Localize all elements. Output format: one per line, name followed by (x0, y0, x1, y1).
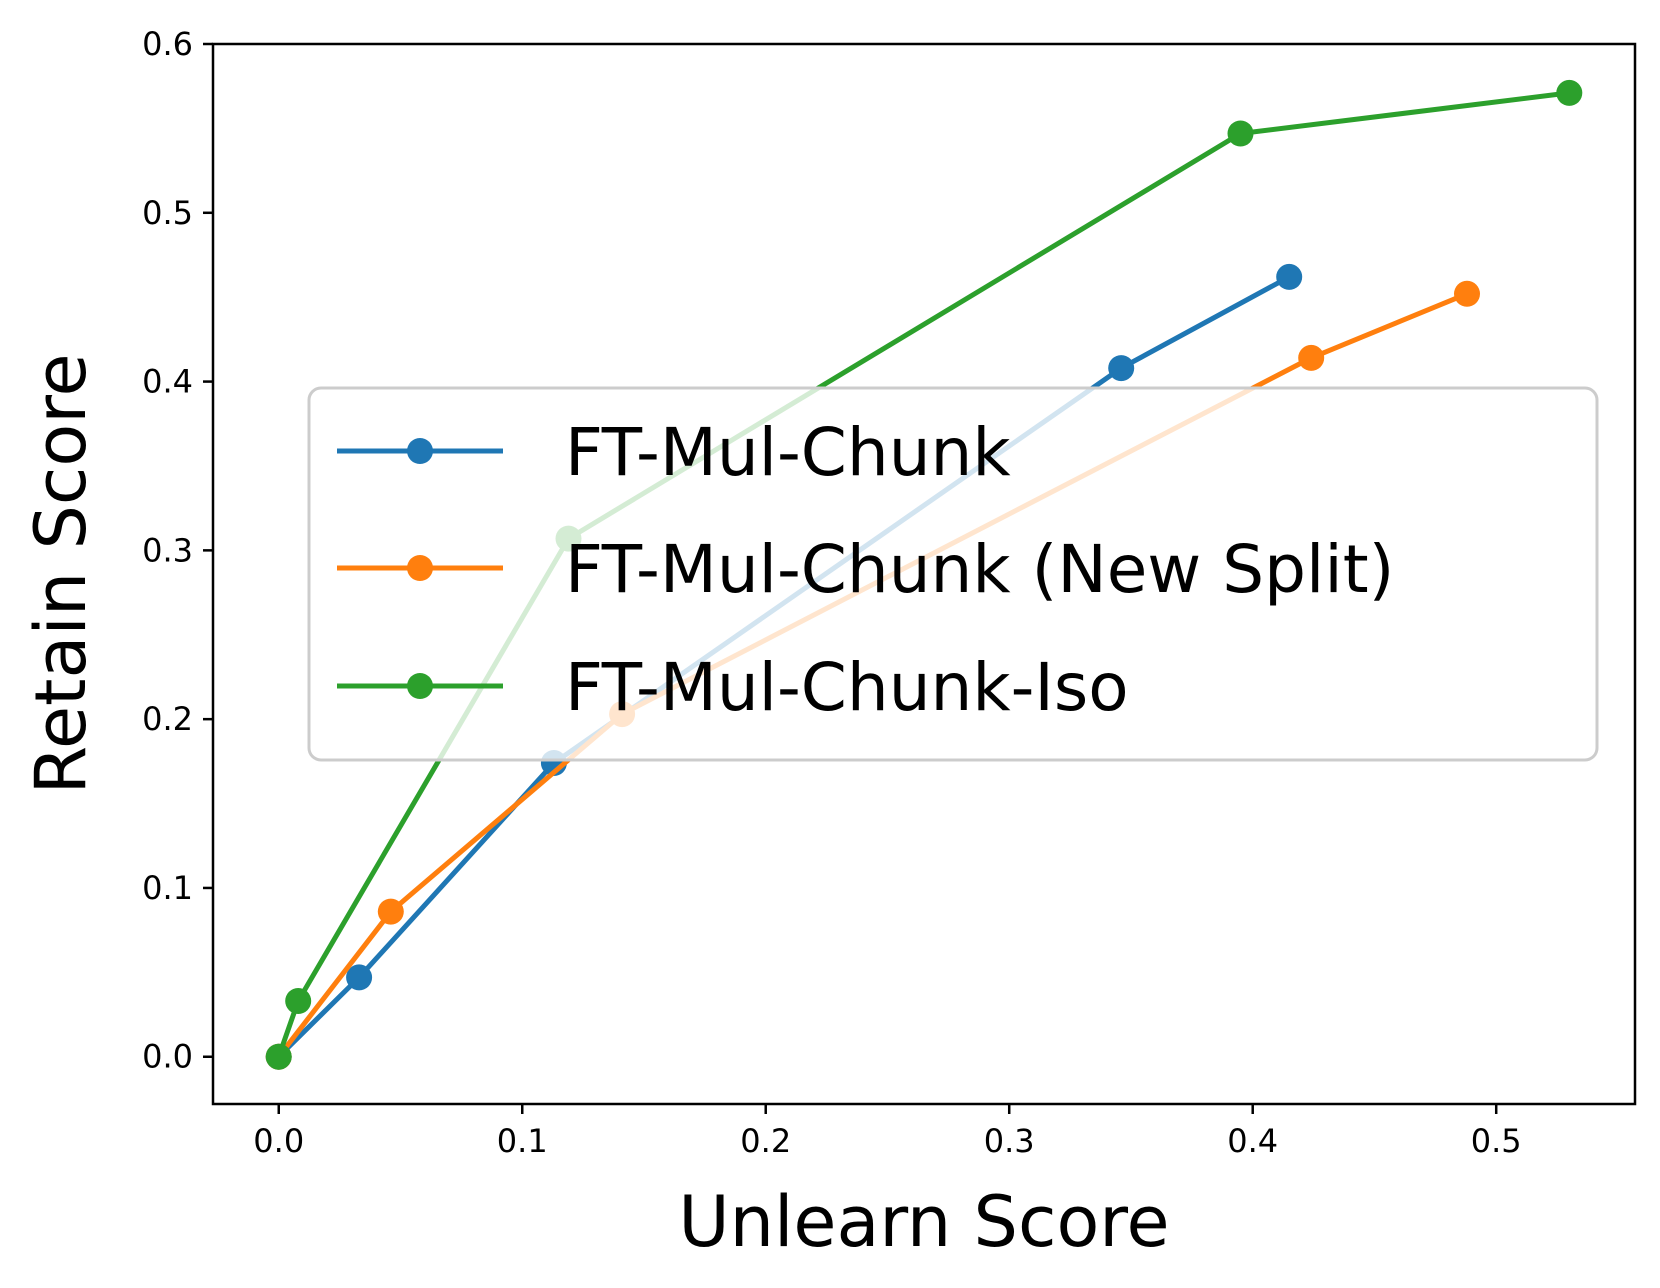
x-tick-label: 0.5 (1471, 1122, 1522, 1160)
legend-box (307, 386, 1599, 762)
axes-layer: 0.0 0.1 0.2 0.3 0.4 0.5 0.0 0.1 0.2 0.3 0.4 0.5 0.6 (142, 25, 1522, 1160)
legend-marker-ft-mul-chunk-new-split (407, 555, 433, 581)
y-tick-label: 0.5 (142, 194, 193, 232)
data-point-ft-mul-chunk (1276, 263, 1303, 290)
y-tick-label: 0.6 (142, 25, 193, 63)
y-tick-label: 0.1 (142, 869, 193, 907)
data-point-ft-mul-chunk-iso (285, 988, 312, 1014)
y-axis-label: Retain Score (20, 353, 102, 794)
legend-label-ft-mul-chunk-new-split: FT-Mul-Chunk (New Split) (565, 531, 1394, 608)
x-tick-label: 0.0 (253, 1122, 304, 1160)
x-tick-label: 0.2 (740, 1122, 791, 1160)
x-tick-label: 0.1 (497, 1122, 548, 1160)
data-point-ft-mul-chunk-iso (265, 1043, 292, 1070)
legend-label-ft-mul-chunk-iso: FT-Mul-Chunk-Iso (565, 649, 1129, 726)
x-axis-label: Unlearn Score (678, 1181, 1169, 1263)
data-point-ft-mul-chunk-new-split (1298, 344, 1325, 371)
y-tick-label: 0.0 (142, 1038, 193, 1076)
x-tick-label: 0.4 (1227, 1122, 1278, 1160)
data-point-ft-mul-chunk-new-split (1454, 280, 1480, 307)
legend-marker-ft-mul-chunk (407, 438, 433, 464)
data-point-ft-mul-chunk (1108, 355, 1135, 382)
plot-frame (211, 42, 1637, 1106)
x-tick-label: 0.3 (984, 1122, 1035, 1160)
y-tick-label: 0.3 (142, 531, 193, 569)
y-tick-label: 0.2 (142, 700, 193, 738)
legend-marker-ft-mul-chunk-iso (407, 673, 433, 699)
legend: FT-Mul-Chunk FT-Mul-Chunk (New Split) FT… (307, 386, 1599, 762)
data-point-ft-mul-chunk-iso (1556, 79, 1583, 106)
data-point-ft-mul-chunk-new-split (377, 898, 404, 925)
legend-label-ft-mul-chunk: FT-Mul-Chunk (565, 414, 1011, 491)
data-point-ft-mul-chunk-iso (1227, 120, 1254, 147)
y-tick-label: 0.4 (142, 363, 193, 401)
data-point-ft-mul-chunk (346, 964, 373, 991)
